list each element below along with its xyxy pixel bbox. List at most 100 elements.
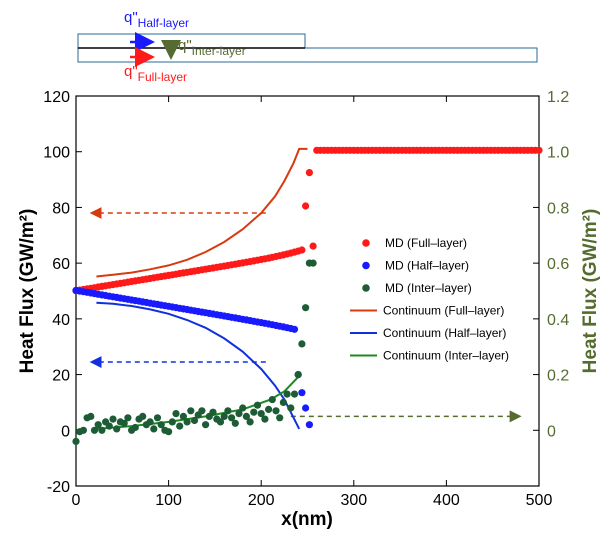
ticks-layer: 0 100 200 300 400 500-2002040608010012000.20.… — [43, 89, 569, 509]
left-y-tick-label: -20 — [47, 479, 70, 496]
right-y-tick-label: 0.6 — [547, 256, 569, 273]
full-layer-label: q"Full-layer — [124, 63, 187, 84]
data-point-inter — [109, 415, 117, 423]
data-point-inter — [216, 418, 225, 426]
data-point-inter — [235, 410, 243, 418]
data-point-inter — [202, 421, 210, 429]
data-point-inter — [120, 419, 128, 427]
data-point-inter — [246, 418, 254, 426]
data-point-inter — [287, 404, 295, 412]
legend-label: MD (Inter–layer) — [385, 281, 472, 295]
series-line-full_line — [96, 147, 308, 278]
x-tick-label: 300 — [340, 492, 367, 509]
data-point-half — [302, 404, 310, 412]
data-point-inter — [165, 428, 173, 436]
data-point-inter — [279, 398, 287, 406]
data-point-inter — [98, 426, 106, 434]
series-line-half_line — [96, 301, 301, 430]
data-point-inter — [87, 412, 95, 420]
legend-marker-half — [362, 261, 370, 270]
left-y-tick-label: 60 — [52, 256, 70, 273]
layer-schematic: q"Half-layer q"Inter-layer q"Full-layer — [77, 9, 538, 84]
legend-label: MD (Half–layer) — [385, 259, 469, 273]
data-point-full — [535, 146, 543, 154]
left-y-tick-label: 40 — [52, 312, 70, 329]
left-y-tick-label: 100 — [43, 145, 70, 162]
data-point-inter — [113, 425, 121, 433]
data-point-full — [309, 242, 317, 250]
half-layer-label: q"Half-layer — [124, 9, 189, 30]
data-point-inter — [294, 371, 302, 379]
data-point-inter — [228, 414, 236, 422]
x-tick-label: 500 — [526, 492, 553, 509]
left-y-axis-title: Heat Flux (GW/m²) — [17, 209, 38, 374]
half-sub: Half-layer — [138, 16, 189, 30]
data-point-inter — [190, 416, 199, 425]
right-y-tick-label: 1.0 — [547, 145, 569, 162]
full-q: q" — [124, 63, 138, 80]
data-point-half — [305, 421, 313, 429]
data-point-inter — [253, 401, 262, 409]
legend-label: Continuum (Full–layer) — [383, 304, 504, 318]
data-point-inter — [105, 422, 113, 430]
data-point-half — [298, 389, 306, 397]
data-point-inter — [198, 407, 206, 415]
right-y-tick-label: 1.2 — [547, 89, 569, 106]
data-point-half — [290, 325, 299, 333]
x-tick-label: 200 — [248, 492, 275, 509]
inter-layer-label: q"Inter-layer — [178, 37, 246, 58]
data-point-inter — [94, 421, 102, 429]
data-point-inter — [257, 410, 265, 418]
right-y-tick-label: 0 — [547, 423, 556, 440]
data-point-inter — [179, 412, 187, 420]
data-point-inter — [268, 396, 276, 404]
left-y-tick-label: 80 — [52, 200, 70, 217]
right-y-axis-title: Heat Flux (GW/m²) — [580, 209, 601, 374]
data-point-inter — [265, 405, 273, 413]
data-point-inter — [131, 423, 139, 432]
continuum-lines-layer — [96, 147, 308, 430]
inter-sub: Inter-layer — [192, 44, 246, 58]
left-y-tick-label: 20 — [52, 368, 70, 385]
x-tick-label: 400 — [433, 492, 460, 509]
data-point-full — [302, 202, 310, 210]
legend-label: Continuum (Inter–layer) — [383, 349, 509, 363]
data-point-inter — [309, 259, 317, 267]
data-point-inter — [242, 412, 250, 420]
data-point-inter — [139, 412, 147, 420]
x-tick-label: 100 — [155, 492, 182, 509]
data-point-inter — [153, 414, 162, 422]
data-point-inter — [79, 426, 87, 434]
data-point-full — [298, 246, 306, 254]
data-point-inter — [176, 422, 184, 430]
data-point-inter — [224, 407, 232, 415]
data-point-full — [305, 169, 313, 177]
guide-arrows-layer — [89, 207, 522, 423]
data-point-inter — [90, 426, 99, 434]
legend-label: Continuum (Half–layer) — [383, 326, 506, 340]
data-point-inter — [250, 408, 258, 416]
data-point-inter — [146, 418, 154, 426]
legend-label: MD (Full–layer) — [385, 236, 467, 250]
data-point-inter — [272, 407, 280, 415]
data-point-inter — [290, 390, 299, 398]
full-sub: Full-layer — [138, 70, 187, 84]
data-point-inter — [231, 419, 239, 427]
legend-marker-inter — [362, 284, 370, 292]
data-point-inter — [276, 414, 284, 422]
legend: MD (Full–layer) MD (Half–layer) MD (Inter–… — [350, 236, 509, 363]
legend-marker-full — [362, 239, 370, 247]
data-point-inter — [168, 418, 176, 426]
data-point-inter — [124, 414, 132, 422]
right-y-tick-label: 0.4 — [547, 312, 569, 329]
data-point-inter — [239, 404, 247, 412]
data-point-inter — [298, 340, 306, 348]
right-y-tick-label: 0.8 — [547, 200, 569, 217]
data-point-inter — [283, 390, 291, 398]
data-point-inter — [187, 407, 195, 415]
data-point-inter — [172, 410, 180, 418]
data-point-inter — [302, 304, 310, 312]
x-axis-title: x(nm) — [281, 509, 333, 530]
data-point-inter — [150, 425, 158, 433]
